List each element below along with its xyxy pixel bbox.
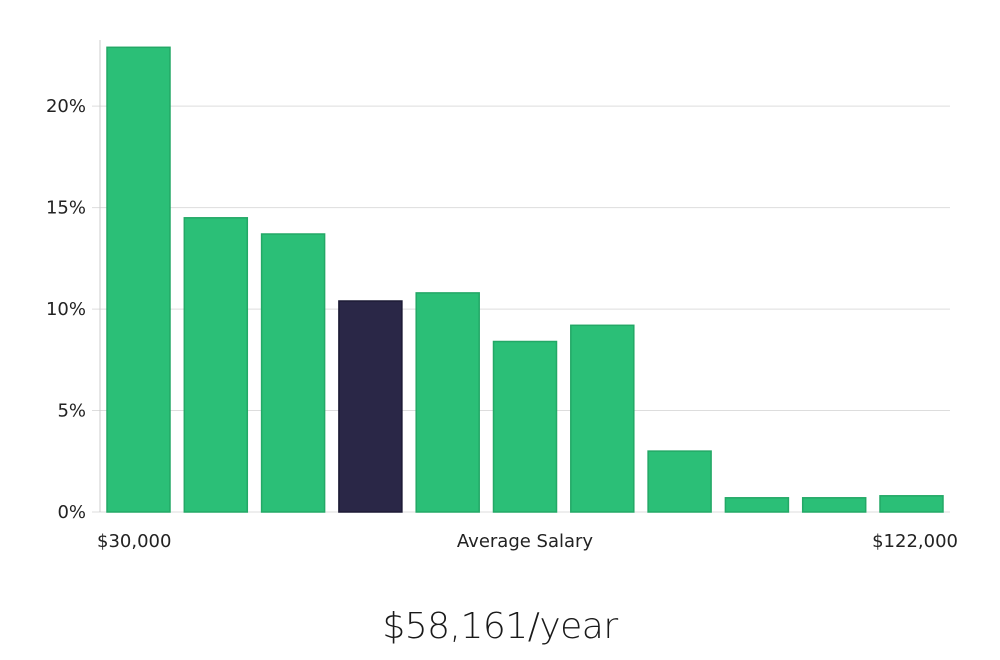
bar (415, 292, 480, 513)
x-label-max: $122,000 (872, 531, 958, 552)
bars (106, 46, 944, 513)
bar (260, 233, 326, 513)
bar (879, 495, 944, 513)
bar (647, 450, 712, 513)
x-axis: $30,000 Average Salary $122,000 (97, 531, 958, 552)
bar (570, 324, 635, 513)
x-axis-title: Average Salary (457, 531, 594, 552)
bar (106, 46, 171, 513)
bar-highlighted (338, 300, 403, 513)
y-tick-label: 10% (46, 299, 86, 320)
y-tick-label: 15% (46, 198, 86, 219)
average-salary-value: $58,161/year (382, 606, 618, 647)
y-tick-label: 0% (57, 502, 86, 523)
bar (183, 217, 249, 513)
bar (492, 340, 558, 513)
x-label-min: $30,000 (97, 531, 171, 552)
bar (724, 497, 790, 513)
y-tick-label: 20% (46, 96, 86, 117)
bar (801, 497, 867, 513)
y-tick-label: 5% (57, 401, 86, 422)
y-axis: 0% 5% 10% 15% 20% (46, 40, 101, 523)
salary-distribution-chart: 0% 5% 10% 15% 20% $30,000 Average Salary $12… (46, 40, 958, 552)
